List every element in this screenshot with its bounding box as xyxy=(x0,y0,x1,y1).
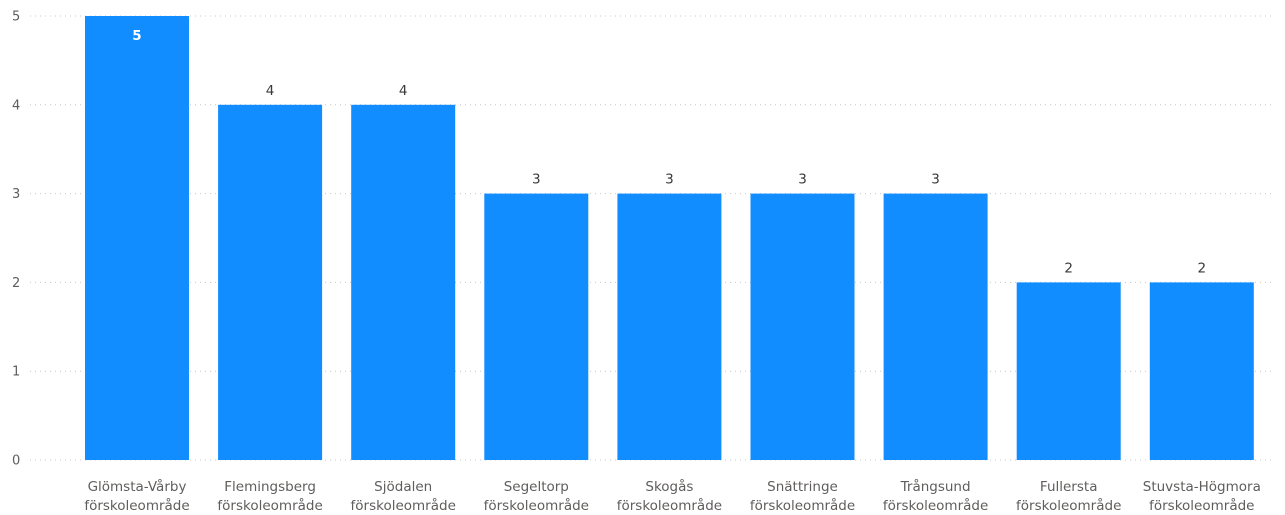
y-tick-label: 1 xyxy=(12,365,20,380)
bar xyxy=(351,104,456,461)
data-label: 2 xyxy=(1198,260,1207,276)
bar xyxy=(883,193,988,460)
category-label-line: Fullersta xyxy=(1040,479,1098,495)
bars xyxy=(85,16,1254,461)
category-label: Segeltorp förskoleområde xyxy=(484,479,589,514)
bar xyxy=(1149,282,1254,460)
y-axis: 0 1 2 3 4 5 xyxy=(12,10,20,469)
category-label-line: Glömsta-Vårby xyxy=(88,478,187,495)
bar xyxy=(617,193,722,460)
category-label-line: förskoleområde xyxy=(217,497,322,514)
category-label-line: Snättringe xyxy=(767,479,838,495)
category-label-line: förskoleområde xyxy=(484,497,589,514)
data-label: 3 xyxy=(532,172,541,188)
data-label: 5 xyxy=(132,28,141,44)
category-label-line: Trångsund xyxy=(900,478,971,495)
category-label: Fullersta förskoleområde xyxy=(1016,479,1121,514)
category-label-line: förskoleområde xyxy=(750,497,855,514)
bar xyxy=(484,193,589,460)
category-label-line: Segeltorp xyxy=(504,479,569,495)
data-label: 4 xyxy=(399,83,408,99)
x-axis: Glömsta-Vårby förskoleområde Flemingsberg f… xyxy=(84,478,1261,514)
category-label-line: förskoleområde xyxy=(351,497,456,514)
data-label: 4 xyxy=(266,83,275,99)
data-label: 3 xyxy=(931,172,940,188)
bar xyxy=(750,193,855,460)
category-label: Glömsta-Vårby förskoleområde xyxy=(84,478,189,514)
data-labels: 5 4 4 3 3 3 3 2 2 xyxy=(132,28,1206,276)
category-label-line: förskoleområde xyxy=(84,497,189,514)
bar xyxy=(85,16,189,460)
category-label-line: förskoleområde xyxy=(1016,497,1121,514)
y-tick-label: 2 xyxy=(12,276,20,291)
category-label-line: Flemingsberg xyxy=(224,479,316,495)
category-label: Skogås förskoleområde xyxy=(617,478,722,514)
y-tick-label: 0 xyxy=(12,454,20,469)
category-label-line: förskoleområde xyxy=(883,497,988,514)
category-label: Snättringe förskoleområde xyxy=(750,479,855,514)
y-tick-label: 5 xyxy=(12,10,20,25)
category-label-line: Sjödalen xyxy=(374,479,432,495)
data-label: 3 xyxy=(665,172,674,188)
category-label: Flemingsberg förskoleområde xyxy=(217,479,322,514)
y-tick-label: 4 xyxy=(12,98,20,113)
data-label: 2 xyxy=(1064,260,1073,276)
category-label-line: Stuvsta-Högmora xyxy=(1143,479,1261,495)
category-label: Stuvsta-Högmora förskoleområde xyxy=(1143,479,1261,514)
y-tick-label: 3 xyxy=(12,187,20,202)
category-label: Sjödalen förskoleområde xyxy=(351,479,456,514)
category-label-line: förskoleområde xyxy=(1149,497,1254,514)
data-label: 3 xyxy=(798,172,807,188)
bar xyxy=(1016,282,1121,460)
category-label: Trångsund förskoleområde xyxy=(883,478,988,514)
category-label-line: Skogås xyxy=(645,478,693,495)
category-label-line: förskoleområde xyxy=(617,497,722,514)
bar xyxy=(218,104,323,461)
